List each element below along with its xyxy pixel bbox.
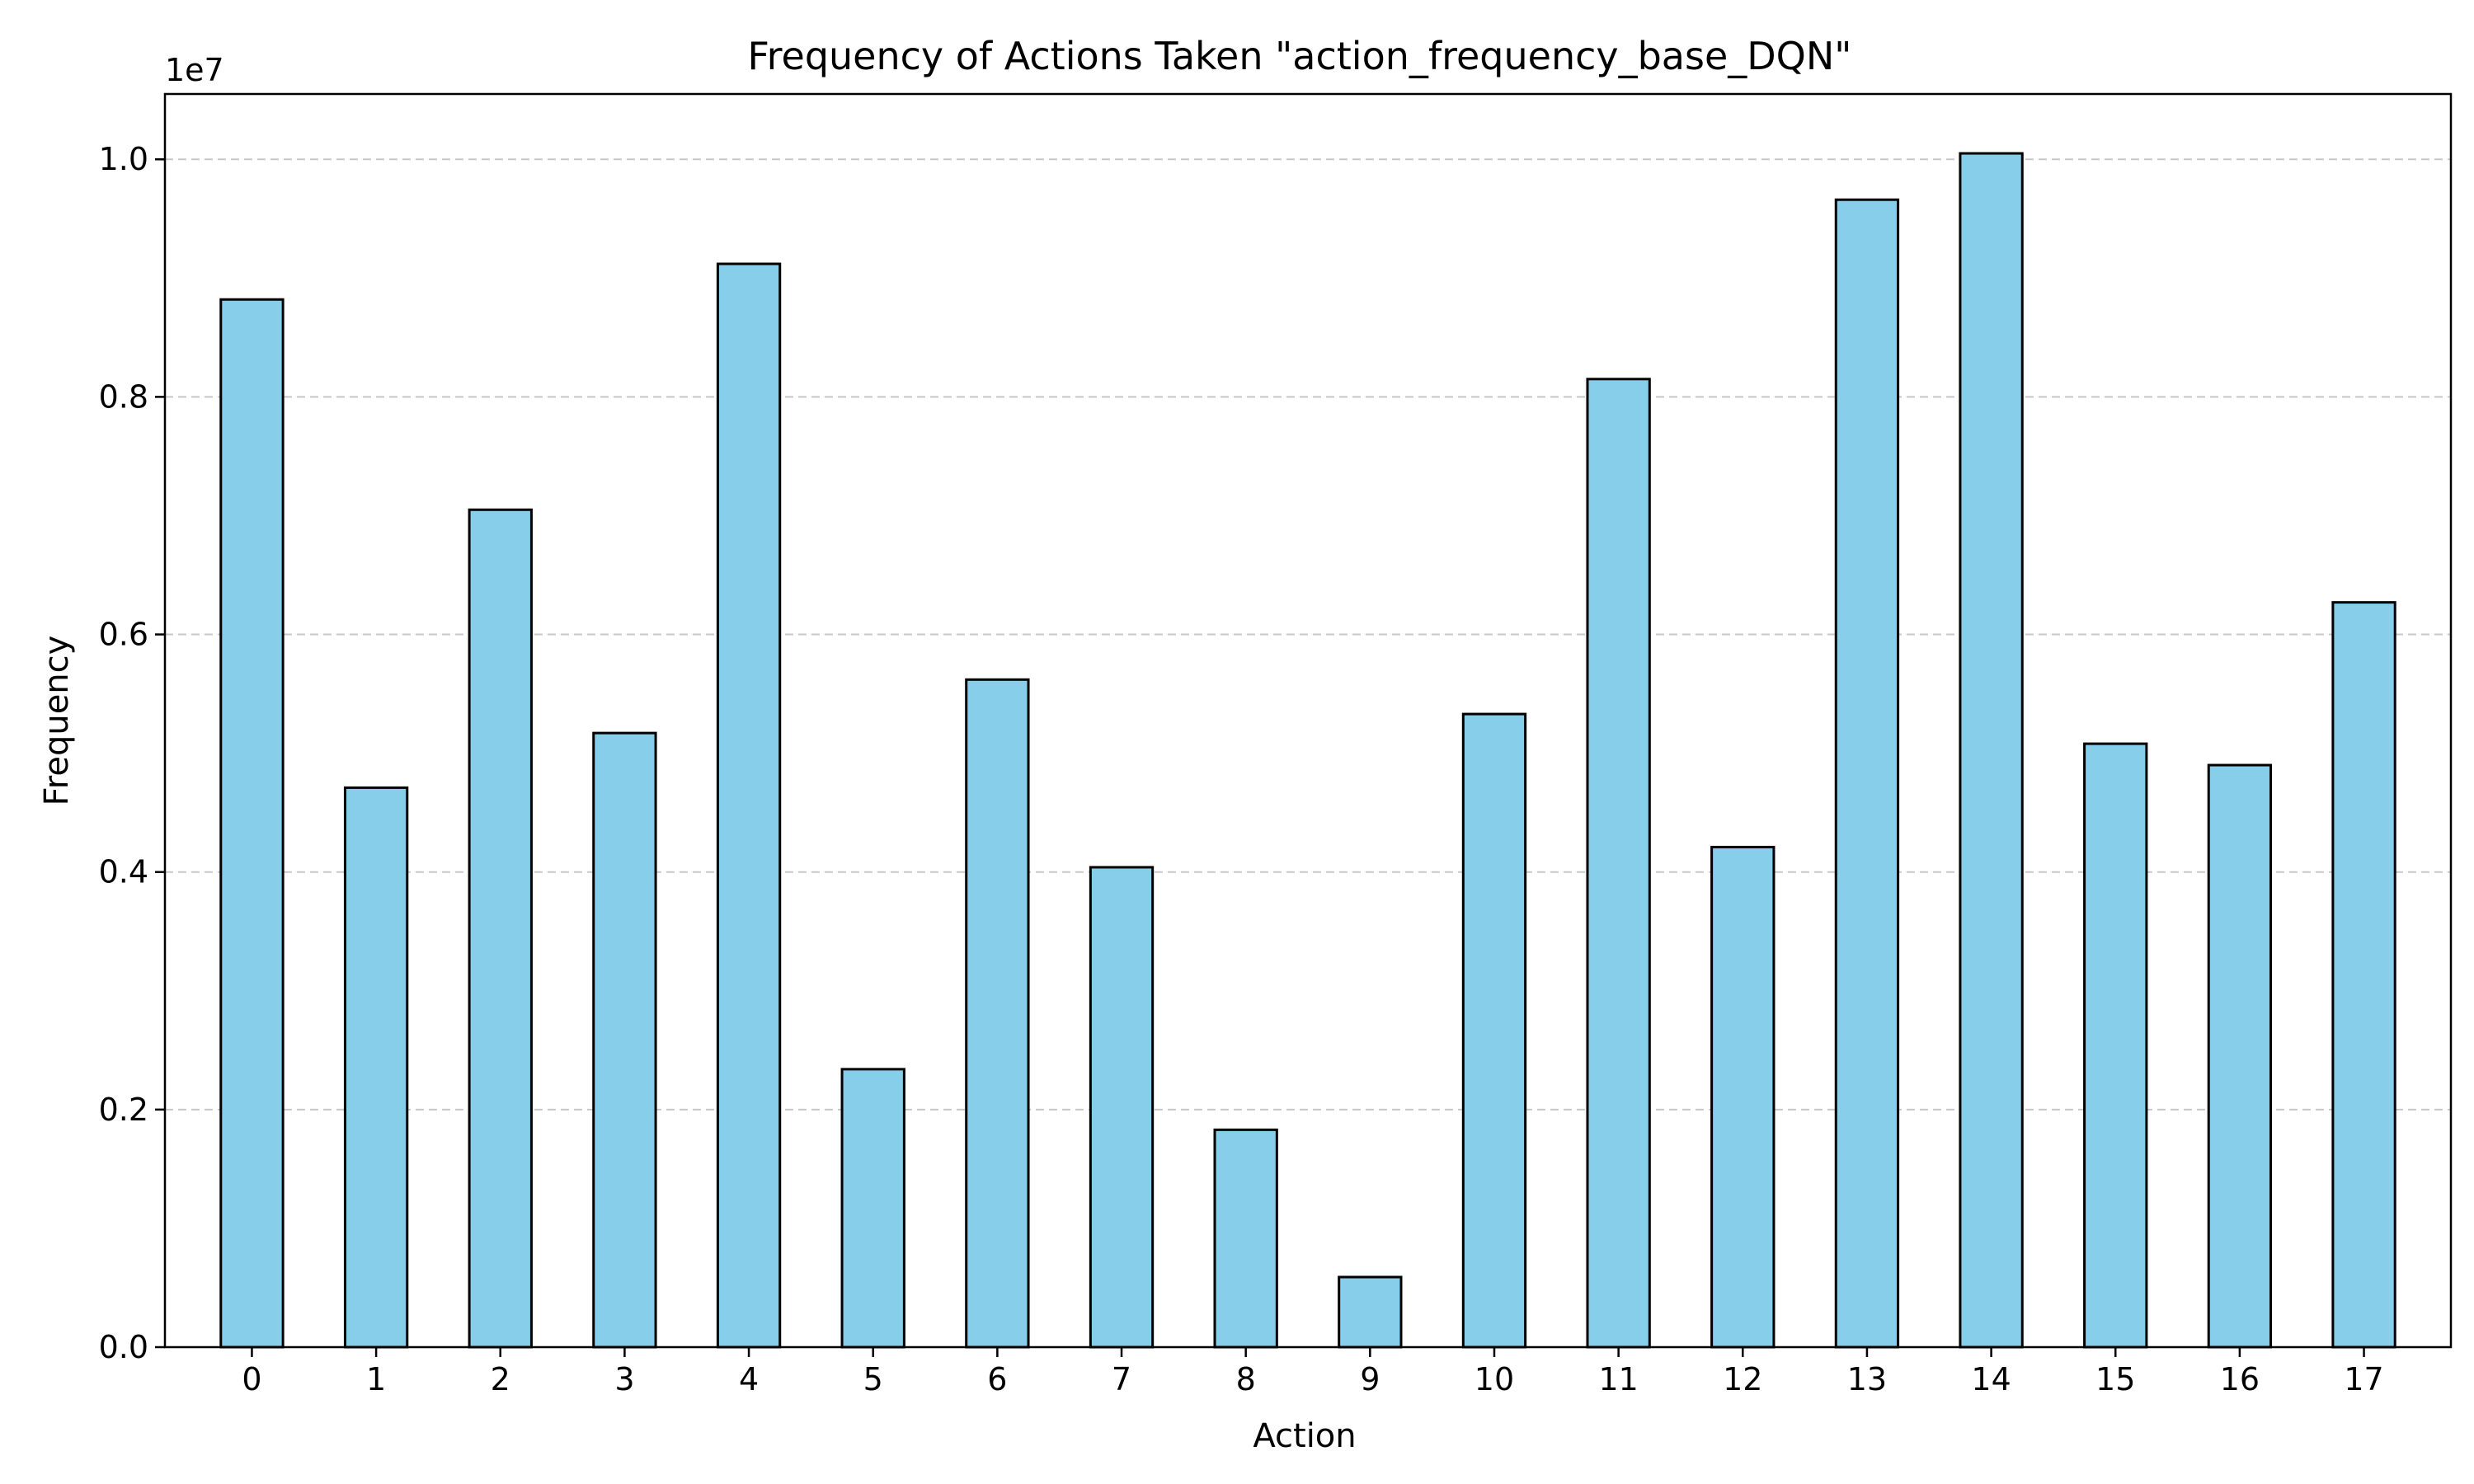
x-tick-label: 10 bbox=[1475, 1361, 1514, 1397]
x-tick-label: 7 bbox=[1112, 1361, 1131, 1397]
bar bbox=[2331, 601, 2396, 1349]
bar bbox=[1710, 845, 1776, 1349]
y-tick-label: 0.6 bbox=[99, 617, 148, 653]
bar bbox=[716, 262, 782, 1349]
bar bbox=[1959, 152, 2024, 1349]
y-tick-label: 0.2 bbox=[99, 1092, 148, 1128]
x-tick-label: 15 bbox=[2095, 1361, 2135, 1397]
bars bbox=[219, 152, 2396, 1349]
bar bbox=[840, 1068, 905, 1349]
x-axis-ticks: 0 1 2 3 4 5 6 7 8 9 10 11 12 13 14 15 16 17 bbox=[242, 1347, 2384, 1397]
x-tick-label: 14 bbox=[1971, 1361, 2011, 1397]
bar bbox=[468, 508, 533, 1349]
x-tick-label: 6 bbox=[987, 1361, 1007, 1397]
bar bbox=[1089, 866, 1155, 1349]
gridlines bbox=[165, 158, 2451, 1111]
y-tick-label: 1.0 bbox=[99, 141, 148, 177]
bar bbox=[965, 678, 1030, 1349]
chart-title: Frequency of Actions Taken "action_frequ… bbox=[748, 34, 1852, 78]
x-tick-label: 3 bbox=[614, 1361, 634, 1397]
bar bbox=[1213, 1128, 1278, 1349]
x-tick-label: 17 bbox=[2344, 1361, 2383, 1397]
y-axis-ticks: 0.0 0.2 0.4 0.6 0.8 1.0 bbox=[99, 141, 165, 1365]
y-tick-label: 0.4 bbox=[99, 854, 148, 890]
x-tick-label: 9 bbox=[1360, 1361, 1380, 1397]
x-tick-label: 12 bbox=[1723, 1361, 1762, 1397]
y-tick-label: 0.8 bbox=[99, 378, 148, 415]
x-tick-label: 16 bbox=[2220, 1361, 2260, 1397]
y-axis-offset-label: 1e7 bbox=[165, 52, 224, 88]
bar bbox=[1338, 1275, 1403, 1349]
bar bbox=[219, 298, 285, 1349]
bar bbox=[1586, 378, 1651, 1349]
bar bbox=[343, 786, 409, 1349]
plot-frame bbox=[163, 92, 2453, 1349]
bar bbox=[2207, 763, 2273, 1349]
bar bbox=[2083, 742, 2148, 1349]
bar bbox=[1834, 198, 1900, 1349]
x-tick-label: 2 bbox=[491, 1361, 510, 1397]
x-tick-label: 11 bbox=[1598, 1361, 1638, 1397]
x-tick-label: 1 bbox=[366, 1361, 386, 1397]
x-axis-label: Action bbox=[1253, 1417, 1356, 1455]
x-tick-label: 4 bbox=[739, 1361, 759, 1397]
x-tick-label: 5 bbox=[863, 1361, 883, 1397]
x-tick-label: 0 bbox=[242, 1361, 261, 1397]
y-tick-label: 0.0 bbox=[99, 1329, 148, 1365]
y-axis-label: Frequency bbox=[38, 636, 76, 806]
x-tick-label: 13 bbox=[1847, 1361, 1887, 1397]
x-tick-label: 8 bbox=[1236, 1361, 1256, 1397]
bar bbox=[592, 731, 657, 1349]
bar bbox=[1461, 712, 1527, 1349]
